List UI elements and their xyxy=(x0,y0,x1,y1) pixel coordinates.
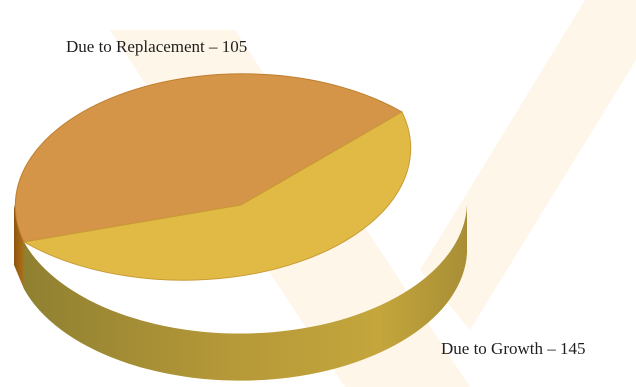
pie-slice-growth xyxy=(22,111,412,281)
data-label-replacement: Due to Replacement – 105 xyxy=(66,37,248,56)
pie-slice-replacement xyxy=(14,73,404,243)
data-label-growth: Due to Growth – 145 xyxy=(441,339,586,358)
pie-side-growth xyxy=(24,205,467,381)
pie-side-replacement xyxy=(14,205,24,289)
